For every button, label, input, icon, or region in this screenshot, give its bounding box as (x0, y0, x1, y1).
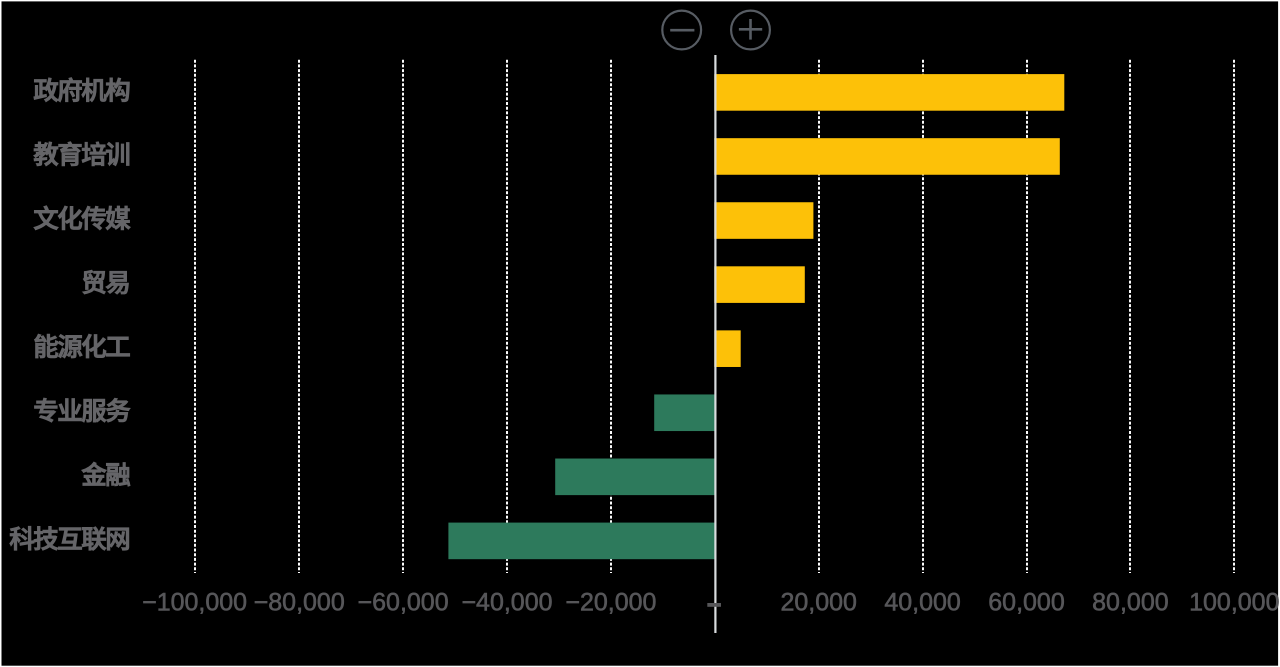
svg-text:20,000: 20,000 (780, 589, 856, 617)
svg-text:60,000: 60,000 (988, 589, 1064, 617)
svg-text:−80,000: −80,000 (254, 589, 345, 617)
svg-text:−40,000: −40,000 (461, 589, 552, 617)
svg-text:40,000: 40,000 (884, 589, 960, 617)
svg-text:−60,000: −60,000 (358, 589, 449, 617)
svg-text:100,000: 100,000 (1189, 589, 1279, 617)
svg-text:−100,000: −100,000 (142, 589, 247, 617)
svg-text:80,000: 80,000 (1092, 589, 1168, 617)
svg-text:−20,000: −20,000 (565, 589, 656, 617)
